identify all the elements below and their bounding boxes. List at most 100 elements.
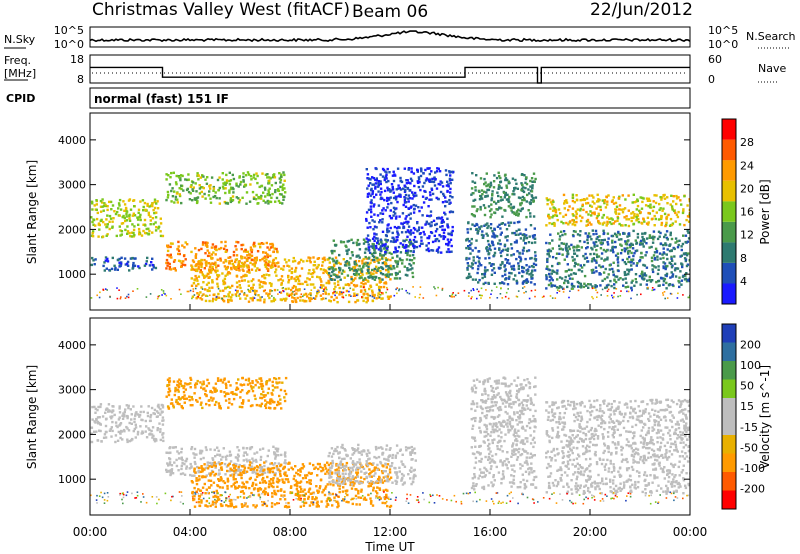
range-cell-6	[381, 212, 385, 215]
range-cell-9	[635, 215, 638, 219]
range-cell-1	[117, 258, 120, 262]
range-cell-2	[182, 254, 186, 258]
range-cell-0	[111, 405, 114, 408]
range-cell-6	[392, 210, 396, 214]
range-cell-2	[199, 403, 203, 406]
range-cell-1	[218, 453, 222, 457]
range-cell-1	[263, 471, 267, 474]
range-cell-6	[440, 181, 444, 184]
range-cell-3	[363, 477, 366, 481]
range-cell-0	[141, 431, 145, 435]
range-cell-4	[353, 265, 356, 269]
range-cell-4	[375, 265, 378, 268]
range-cell-2	[183, 401, 186, 404]
range-cell-9	[661, 196, 664, 199]
range-cell-9	[552, 214, 555, 218]
range-cell-0	[91, 230, 95, 233]
noise-cell	[160, 289, 163, 291]
range-cell-6	[392, 214, 395, 217]
range-cell-3	[204, 178, 207, 181]
range-cell-1	[148, 264, 152, 267]
range-cell-0	[160, 403, 163, 407]
range-cell-5	[374, 251, 377, 254]
range-cell-6	[407, 181, 411, 184]
range-cell-2	[184, 241, 187, 244]
range-cell-4	[293, 259, 297, 263]
noise-cell	[481, 294, 483, 297]
range-cell-1	[143, 264, 147, 267]
range-cell-4	[312, 256, 315, 259]
range-cell-9	[627, 224, 631, 228]
noise-cell	[468, 292, 470, 294]
range-cell-4	[204, 275, 207, 278]
range-cell-6	[368, 192, 371, 195]
range-cell-1	[189, 462, 192, 466]
range-cell-10	[580, 266, 584, 269]
noise-cell	[302, 295, 304, 298]
range-cell-7	[501, 198, 504, 201]
range-cell-10	[560, 286, 563, 289]
range-cell-10	[594, 240, 598, 244]
range-cell-8	[482, 234, 485, 237]
range-cell-2	[271, 389, 275, 392]
range-cell-1	[169, 451, 172, 454]
range-cell-1	[229, 453, 232, 456]
range-cell-9	[551, 209, 555, 212]
range-cell-0	[126, 232, 129, 235]
range-cell-2	[205, 402, 208, 406]
range-cell-3	[374, 490, 378, 493]
range-cell-1	[214, 466, 217, 469]
range-cell-0	[101, 201, 104, 204]
range-cell-0	[147, 211, 150, 214]
range-cell-1	[242, 459, 245, 462]
range-cell-9	[625, 218, 628, 221]
range-cell-2	[206, 378, 209, 382]
range-cell-8	[518, 228, 521, 231]
range-cell-3	[184, 178, 187, 181]
range-cell-10	[584, 232, 587, 235]
range-cell-4	[242, 274, 245, 278]
range-cell-2	[283, 396, 286, 399]
range-cell-4	[238, 280, 241, 283]
range-cell-1	[185, 457, 189, 461]
noise-cell	[268, 293, 270, 295]
range-cell-0	[90, 200, 94, 203]
range-cell-7	[480, 197, 484, 200]
range-cell-5	[379, 272, 383, 275]
range-cell-2	[274, 264, 277, 268]
range-cell-10	[592, 241, 595, 244]
range-cell-6	[394, 240, 397, 243]
range-cell-4	[270, 266, 273, 269]
range-cell-3	[252, 197, 256, 200]
range-cell-0	[118, 411, 122, 414]
range-cell-1	[264, 460, 268, 463]
range-cell-8	[470, 242, 473, 245]
range-cell-10	[601, 265, 605, 268]
range-cell-1	[250, 465, 253, 468]
range-cell-6	[405, 179, 408, 182]
range-cell-0	[112, 409, 115, 412]
range-cell-4	[200, 298, 204, 301]
range-cell-3	[232, 464, 235, 467]
range-cell-7	[522, 190, 526, 194]
range-cell-2	[220, 246, 223, 250]
range-cell-3	[237, 185, 240, 188]
range-cell-7	[498, 207, 501, 210]
range-cell-9	[645, 222, 649, 225]
range-cell-2	[209, 389, 212, 393]
range-cell-10	[642, 245, 645, 248]
range-cell-6	[428, 178, 432, 181]
range-cell-3	[289, 491, 292, 495]
range-cell-5	[338, 266, 341, 270]
range-cell-4	[291, 300, 294, 303]
noise-cell	[396, 292, 398, 295]
range-cell-6	[448, 177, 452, 181]
range-cell-0	[97, 222, 101, 225]
range-cell-7	[530, 194, 533, 197]
range-cell-4	[254, 261, 257, 264]
range-cell-10	[670, 255, 673, 259]
range-cell-0	[148, 433, 152, 436]
range-cell-6	[442, 234, 445, 238]
range-cell-0	[146, 204, 149, 207]
range-cell-3	[210, 176, 214, 179]
